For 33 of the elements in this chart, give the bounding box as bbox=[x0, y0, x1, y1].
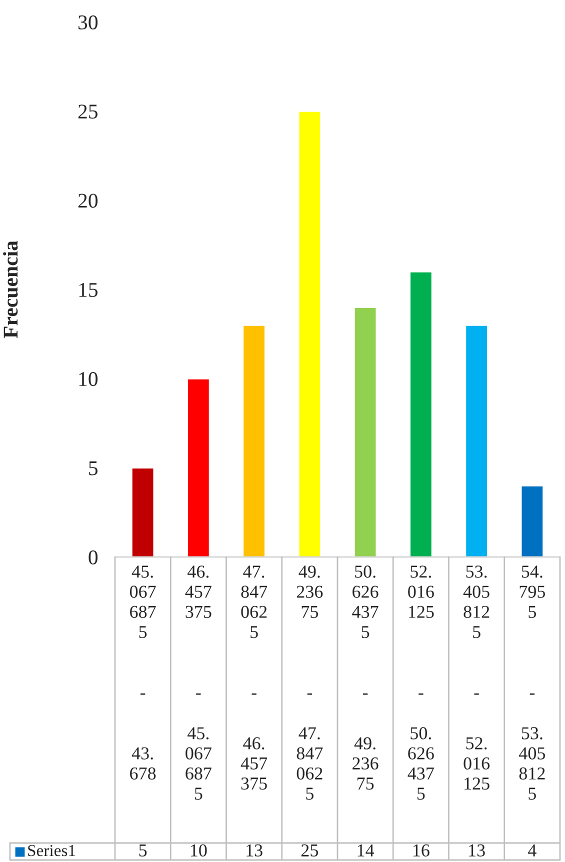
data-label: 10 bbox=[191, 844, 207, 857]
bar bbox=[130, 467, 155, 557]
data-label: 13 bbox=[246, 844, 262, 857]
y-tick-label: 10 bbox=[79, 372, 98, 386]
data-label: 16 bbox=[414, 844, 430, 857]
category-label: 52.016125 - 50.6264375 bbox=[408, 566, 434, 800]
bar bbox=[464, 324, 488, 557]
data-label: 13 bbox=[469, 844, 485, 857]
y-tick-label: 15 bbox=[79, 282, 98, 297]
data-label: 4 bbox=[528, 844, 536, 856]
bar bbox=[409, 270, 433, 557]
y-axis-title: Frecuencia bbox=[3, 240, 18, 338]
category-label: 45.0676875 - 43.678 bbox=[130, 566, 156, 780]
data-label: 14 bbox=[358, 844, 374, 856]
bar bbox=[520, 484, 544, 557]
legend-label: Series1 bbox=[28, 844, 76, 856]
bar bbox=[298, 110, 322, 557]
category-label: 54.7955 - 53.4058125 bbox=[519, 566, 546, 800]
data-label: 25 bbox=[301, 844, 318, 857]
data-label: 5 bbox=[139, 844, 147, 857]
bar bbox=[186, 378, 210, 557]
bar bbox=[353, 306, 378, 557]
category-label: 49.23675 - 47.8470625 bbox=[296, 566, 323, 800]
y-tick-label: 30 bbox=[78, 15, 98, 30]
category-label: 46.457375 - 45.0676875 bbox=[185, 566, 212, 800]
category-label: 50.6264375 - 49.23675 bbox=[352, 566, 378, 790]
y-tick-label: 5 bbox=[89, 461, 98, 476]
y-tick-label: 25 bbox=[78, 104, 98, 119]
category-label: 47.8470625 - 46.457375 bbox=[240, 566, 268, 790]
y-tick-label: 20 bbox=[78, 194, 98, 208]
category-label: 53.4058125 - 52.016125 bbox=[463, 566, 490, 790]
bar bbox=[242, 324, 266, 557]
y-tick-label: 0 bbox=[88, 550, 98, 564]
